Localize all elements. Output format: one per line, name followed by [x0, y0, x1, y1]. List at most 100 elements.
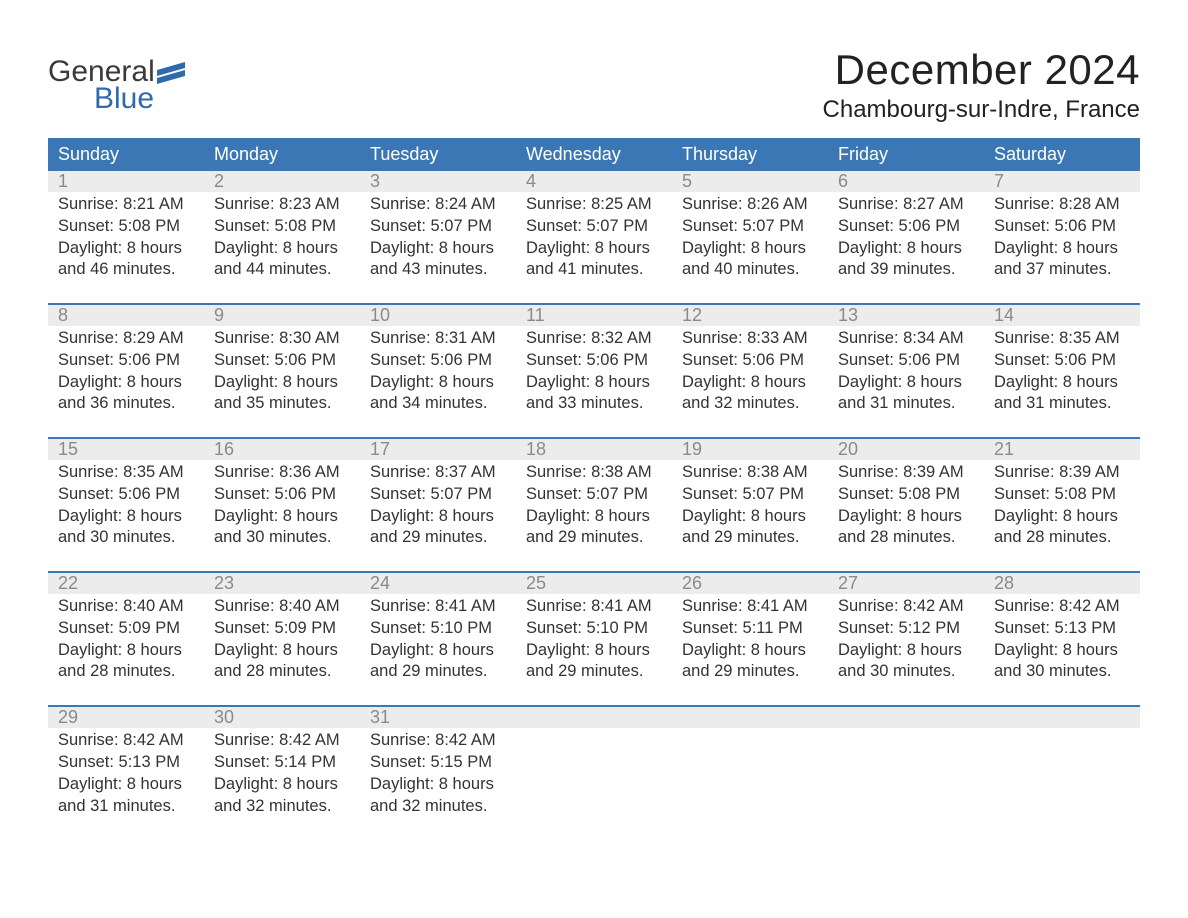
sunrise-line: Sunrise: 8:36 AM: [214, 462, 350, 484]
daylight-line: Daylight: 8 hours: [58, 238, 194, 260]
daylight-line: Daylight: 8 hours: [838, 640, 974, 662]
daylight-line: and 32 minutes.: [682, 393, 818, 415]
sunset-line: Sunset: 5:09 PM: [58, 618, 194, 640]
data-row: Sunrise: 8:42 AMSunset: 5:13 PMDaylight:…: [48, 728, 1140, 839]
weekday-monday: Monday: [204, 138, 360, 171]
daynum-row: 891011121314: [48, 303, 1140, 326]
sunset-line: Sunset: 5:06 PM: [994, 350, 1130, 372]
weeks-container: 1234567Sunrise: 8:21 AMSunset: 5:08 PMDa…: [48, 171, 1140, 839]
day-number: 30: [204, 707, 360, 728]
title-block: December 2024 Chambourg-sur-Indre, Franc…: [823, 40, 1140, 124]
daylight-line: Daylight: 8 hours: [214, 774, 350, 796]
sunset-line: Sunset: 5:07 PM: [370, 216, 506, 238]
weekday-thursday: Thursday: [672, 138, 828, 171]
day-cell: Sunrise: 8:38 AMSunset: 5:07 PMDaylight:…: [516, 460, 672, 571]
daylight-line: Daylight: 8 hours: [370, 506, 506, 528]
daylight-line: and 35 minutes.: [214, 393, 350, 415]
daylight-line: Daylight: 8 hours: [370, 774, 506, 796]
day-number: 15: [48, 439, 204, 460]
sunset-line: Sunset: 5:06 PM: [526, 350, 662, 372]
day-number: 27: [828, 573, 984, 594]
daylight-line: and 28 minutes.: [994, 527, 1130, 549]
daylight-line: and 29 minutes.: [370, 661, 506, 683]
day-cell: [828, 728, 984, 839]
daylight-line: Daylight: 8 hours: [370, 640, 506, 662]
day-number: 20: [828, 439, 984, 460]
weekday-header: Sunday Monday Tuesday Wednesday Thursday…: [48, 138, 1140, 171]
daylight-line: Daylight: 8 hours: [994, 372, 1130, 394]
day-cell: Sunrise: 8:42 AMSunset: 5:13 PMDaylight:…: [48, 728, 204, 839]
sunset-line: Sunset: 5:07 PM: [526, 216, 662, 238]
day-cell: Sunrise: 8:34 AMSunset: 5:06 PMDaylight:…: [828, 326, 984, 437]
day-number: 13: [828, 305, 984, 326]
daylight-line: and 43 minutes.: [370, 259, 506, 281]
logo-line2: Blue: [48, 82, 154, 115]
data-row: Sunrise: 8:29 AMSunset: 5:06 PMDaylight:…: [48, 326, 1140, 437]
day-number: 24: [360, 573, 516, 594]
daylight-line: Daylight: 8 hours: [682, 372, 818, 394]
sunrise-line: Sunrise: 8:42 AM: [58, 730, 194, 752]
sunset-line: Sunset: 5:08 PM: [58, 216, 194, 238]
day-number: 2: [204, 171, 360, 192]
sunrise-line: Sunrise: 8:35 AM: [58, 462, 194, 484]
day-number: 23: [204, 573, 360, 594]
sunrise-line: Sunrise: 8:28 AM: [994, 194, 1130, 216]
day-cell: Sunrise: 8:35 AMSunset: 5:06 PMDaylight:…: [984, 326, 1140, 437]
day-cell: Sunrise: 8:38 AMSunset: 5:07 PMDaylight:…: [672, 460, 828, 571]
daylight-line: and 30 minutes.: [838, 661, 974, 683]
day-number: [516, 707, 672, 728]
sunrise-line: Sunrise: 8:31 AM: [370, 328, 506, 350]
daylight-line: Daylight: 8 hours: [838, 372, 974, 394]
sunrise-line: Sunrise: 8:42 AM: [994, 596, 1130, 618]
day-cell: Sunrise: 8:37 AMSunset: 5:07 PMDaylight:…: [360, 460, 516, 571]
daylight-line: Daylight: 8 hours: [526, 640, 662, 662]
daylight-line: Daylight: 8 hours: [214, 372, 350, 394]
sunrise-line: Sunrise: 8:25 AM: [526, 194, 662, 216]
day-number: 16: [204, 439, 360, 460]
day-cell: Sunrise: 8:42 AMSunset: 5:15 PMDaylight:…: [360, 728, 516, 839]
daylight-line: and 32 minutes.: [370, 796, 506, 818]
daylight-line: Daylight: 8 hours: [58, 774, 194, 796]
daylight-line: Daylight: 8 hours: [682, 238, 818, 260]
month-title: December 2024: [823, 46, 1140, 94]
daylight-line: and 30 minutes.: [58, 527, 194, 549]
daylight-line: Daylight: 8 hours: [370, 372, 506, 394]
day-cell: Sunrise: 8:33 AMSunset: 5:06 PMDaylight:…: [672, 326, 828, 437]
day-number: 17: [360, 439, 516, 460]
sunset-line: Sunset: 5:13 PM: [58, 752, 194, 774]
day-cell: Sunrise: 8:24 AMSunset: 5:07 PMDaylight:…: [360, 192, 516, 303]
sunrise-line: Sunrise: 8:39 AM: [994, 462, 1130, 484]
day-number: 7: [984, 171, 1140, 192]
logo-line1-wrap: General: [48, 58, 191, 85]
sunset-line: Sunset: 5:06 PM: [994, 216, 1130, 238]
day-number: 1: [48, 171, 204, 192]
sunrise-line: Sunrise: 8:39 AM: [838, 462, 974, 484]
daylight-line: Daylight: 8 hours: [994, 238, 1130, 260]
day-cell: Sunrise: 8:29 AMSunset: 5:06 PMDaylight:…: [48, 326, 204, 437]
daylight-line: Daylight: 8 hours: [994, 640, 1130, 662]
sunrise-line: Sunrise: 8:35 AM: [994, 328, 1130, 350]
sunrise-line: Sunrise: 8:24 AM: [370, 194, 506, 216]
daylight-line: and 29 minutes.: [370, 527, 506, 549]
data-row: Sunrise: 8:40 AM Sunset: 5:09 PM Daylight:…: [48, 594, 1140, 705]
day-number: 3: [360, 171, 516, 192]
daylight-line: Daylight: 8 hours: [994, 506, 1130, 528]
daynum-row: 293031: [48, 705, 1140, 728]
sunrise-line: Sunrise: 8:38 AM: [682, 462, 818, 484]
day-number: 21: [984, 439, 1140, 460]
daylight-line: and 46 minutes.: [58, 259, 194, 281]
sunrise-line: Sunrise: 8:40 AM: [214, 596, 350, 618]
sunrise-line: Sunrise: 8:41 AM: [526, 596, 662, 618]
sunset-line: Sunset: 5:07 PM: [526, 484, 662, 506]
daylight-line: Daylight: 8 hours: [58, 372, 194, 394]
sunrise-line: Sunrise: 8:38 AM: [526, 462, 662, 484]
day-cell: [672, 728, 828, 839]
sunset-line: Sunset: 5:12 PM: [838, 618, 974, 640]
daylight-line: Daylight: 8 hours: [838, 238, 974, 260]
day-cell: Sunrise: 8:41 AMSunset: 5:11 PMDaylight:…: [672, 594, 828, 705]
daylight-line: and 41 minutes.: [526, 259, 662, 281]
sunset-line: Sunset: 5:08 PM: [994, 484, 1130, 506]
day-cell: Sunrise: 8:42 AMSunset: 5:12 PMDaylight:…: [828, 594, 984, 705]
location: Chambourg-sur-Indre, France: [823, 96, 1140, 124]
calendar: Sunday Monday Tuesday Wednesday Thursday…: [48, 138, 1140, 839]
